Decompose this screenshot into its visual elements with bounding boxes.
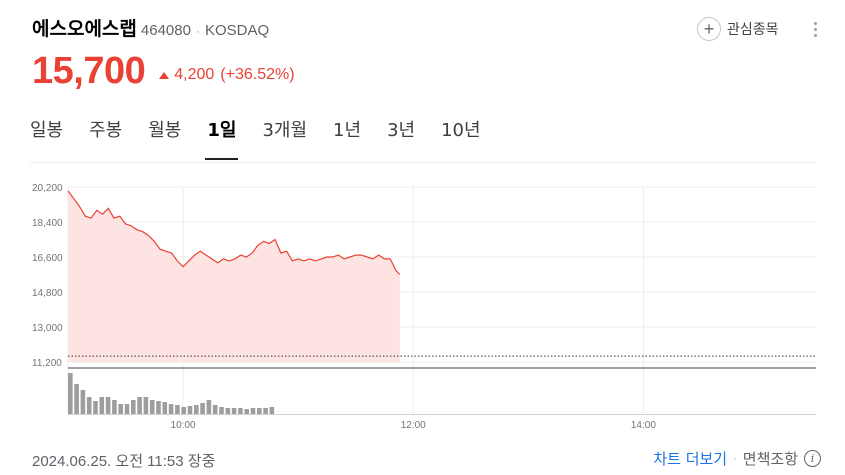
volume-bar xyxy=(181,407,186,414)
header-separator: · xyxy=(195,24,200,38)
plus-icon: + xyxy=(697,17,721,41)
update-timestamp: 2024.06.25. 오전 11:53 장중 xyxy=(32,453,216,470)
x-tick-label: 14:00 xyxy=(631,420,656,431)
volume-bar xyxy=(168,404,174,414)
y-axis: 20,200 18,400 16,600 14,800 13,000 11,200 xyxy=(32,183,63,369)
volume-bar xyxy=(131,400,136,414)
volume-bar xyxy=(231,408,237,414)
change-amount: 4,200 xyxy=(174,66,215,83)
x-tick-label: 10:00 xyxy=(171,420,196,431)
volume-bar xyxy=(206,400,212,414)
y-tick-label: 18,400 xyxy=(32,218,63,229)
price-chart: 20,200 18,400 16,600 14,800 13,000 11,200 10:… xyxy=(32,183,816,431)
volume-bar xyxy=(175,405,180,414)
volume-bar xyxy=(225,408,231,414)
tab-1[interactable]: 주봉 xyxy=(89,120,123,141)
volume-bar xyxy=(212,405,218,414)
volume-bar xyxy=(86,397,92,414)
disclaimer-link[interactable]: 면책조항 xyxy=(742,450,798,468)
y-tick-label: 13,000 xyxy=(32,323,63,334)
add-watchlist-button[interactable]: + 관심종목 xyxy=(697,16,779,42)
price-change: 4,200 (+36.52%) xyxy=(159,66,295,84)
y-tick-label: 11,200 xyxy=(32,358,62,369)
volume-bar xyxy=(74,384,79,414)
exchange-label: KOSDAQ xyxy=(204,22,270,39)
change-percent: (+36.52%) xyxy=(220,66,295,83)
x-axis: 10:00 12:00 14:00 xyxy=(171,420,657,431)
more-chart-link[interactable]: 차트 더보기 xyxy=(653,450,728,468)
volume-bar xyxy=(137,397,142,414)
volume-bar xyxy=(257,408,262,414)
price-row: 15,700 4,200 (+36.52%) xyxy=(32,48,295,94)
volume-bar xyxy=(124,404,130,414)
volume-bar xyxy=(149,400,155,414)
volume-bar xyxy=(200,403,205,414)
volume-bar xyxy=(112,400,117,414)
volume-bar xyxy=(118,404,123,414)
price-line xyxy=(67,190,401,275)
tab-7[interactable]: 10년 xyxy=(441,120,481,141)
stock-code: 464080 xyxy=(140,22,191,39)
arrow-up-icon xyxy=(159,71,170,79)
volume-bar xyxy=(194,405,199,414)
y-tick-label: 14,800 xyxy=(32,288,63,299)
footer-links: 차트 더보기 · 면책조항 i xyxy=(653,448,821,469)
volume-bar xyxy=(244,409,249,414)
tab-2[interactable]: 월봉 xyxy=(148,120,182,141)
tab-3[interactable]: 1일 xyxy=(205,116,239,160)
volume-bar xyxy=(162,402,168,414)
current-price: 15,700 xyxy=(32,49,146,92)
volume-bar xyxy=(68,373,73,414)
more-vert-icon[interactable] xyxy=(806,16,824,42)
volume-bar xyxy=(219,407,224,414)
x-tick-label: 12:00 xyxy=(401,420,426,431)
volume-bar xyxy=(238,408,243,414)
volume-bar xyxy=(187,406,193,414)
volume-bar xyxy=(93,401,98,414)
volume-bar xyxy=(263,408,268,414)
y-tick-label: 16,600 xyxy=(32,253,63,264)
volume-bar xyxy=(156,401,161,414)
stock-name: 에스오에스랩 xyxy=(32,18,137,40)
period-tabs: 일봉 주봉 월봉 1일 3개월 1년 3년 10년 xyxy=(30,116,507,160)
tab-4[interactable]: 3개월 xyxy=(262,120,308,141)
price-area xyxy=(68,190,400,362)
footer-separator: · xyxy=(733,452,737,465)
tab-5[interactable]: 1년 xyxy=(333,120,362,141)
watchlist-label: 관심종목 xyxy=(727,22,779,38)
volume-bars xyxy=(68,373,275,414)
volume-bar xyxy=(105,397,111,414)
y-tick-label: 20,200 xyxy=(32,183,63,194)
volume-bar xyxy=(99,397,105,414)
volume-bar xyxy=(143,397,149,414)
stock-header: 에스오에스랩 464080 · KOSDAQ xyxy=(32,14,269,42)
info-icon[interactable]: i xyxy=(804,450,821,467)
tab-0[interactable]: 일봉 xyxy=(30,120,64,141)
volume-bar xyxy=(80,390,86,414)
volume-bar xyxy=(250,408,256,414)
tab-divider xyxy=(30,162,816,163)
volume-bar xyxy=(269,407,275,414)
tab-6[interactable]: 3년 xyxy=(387,120,416,141)
